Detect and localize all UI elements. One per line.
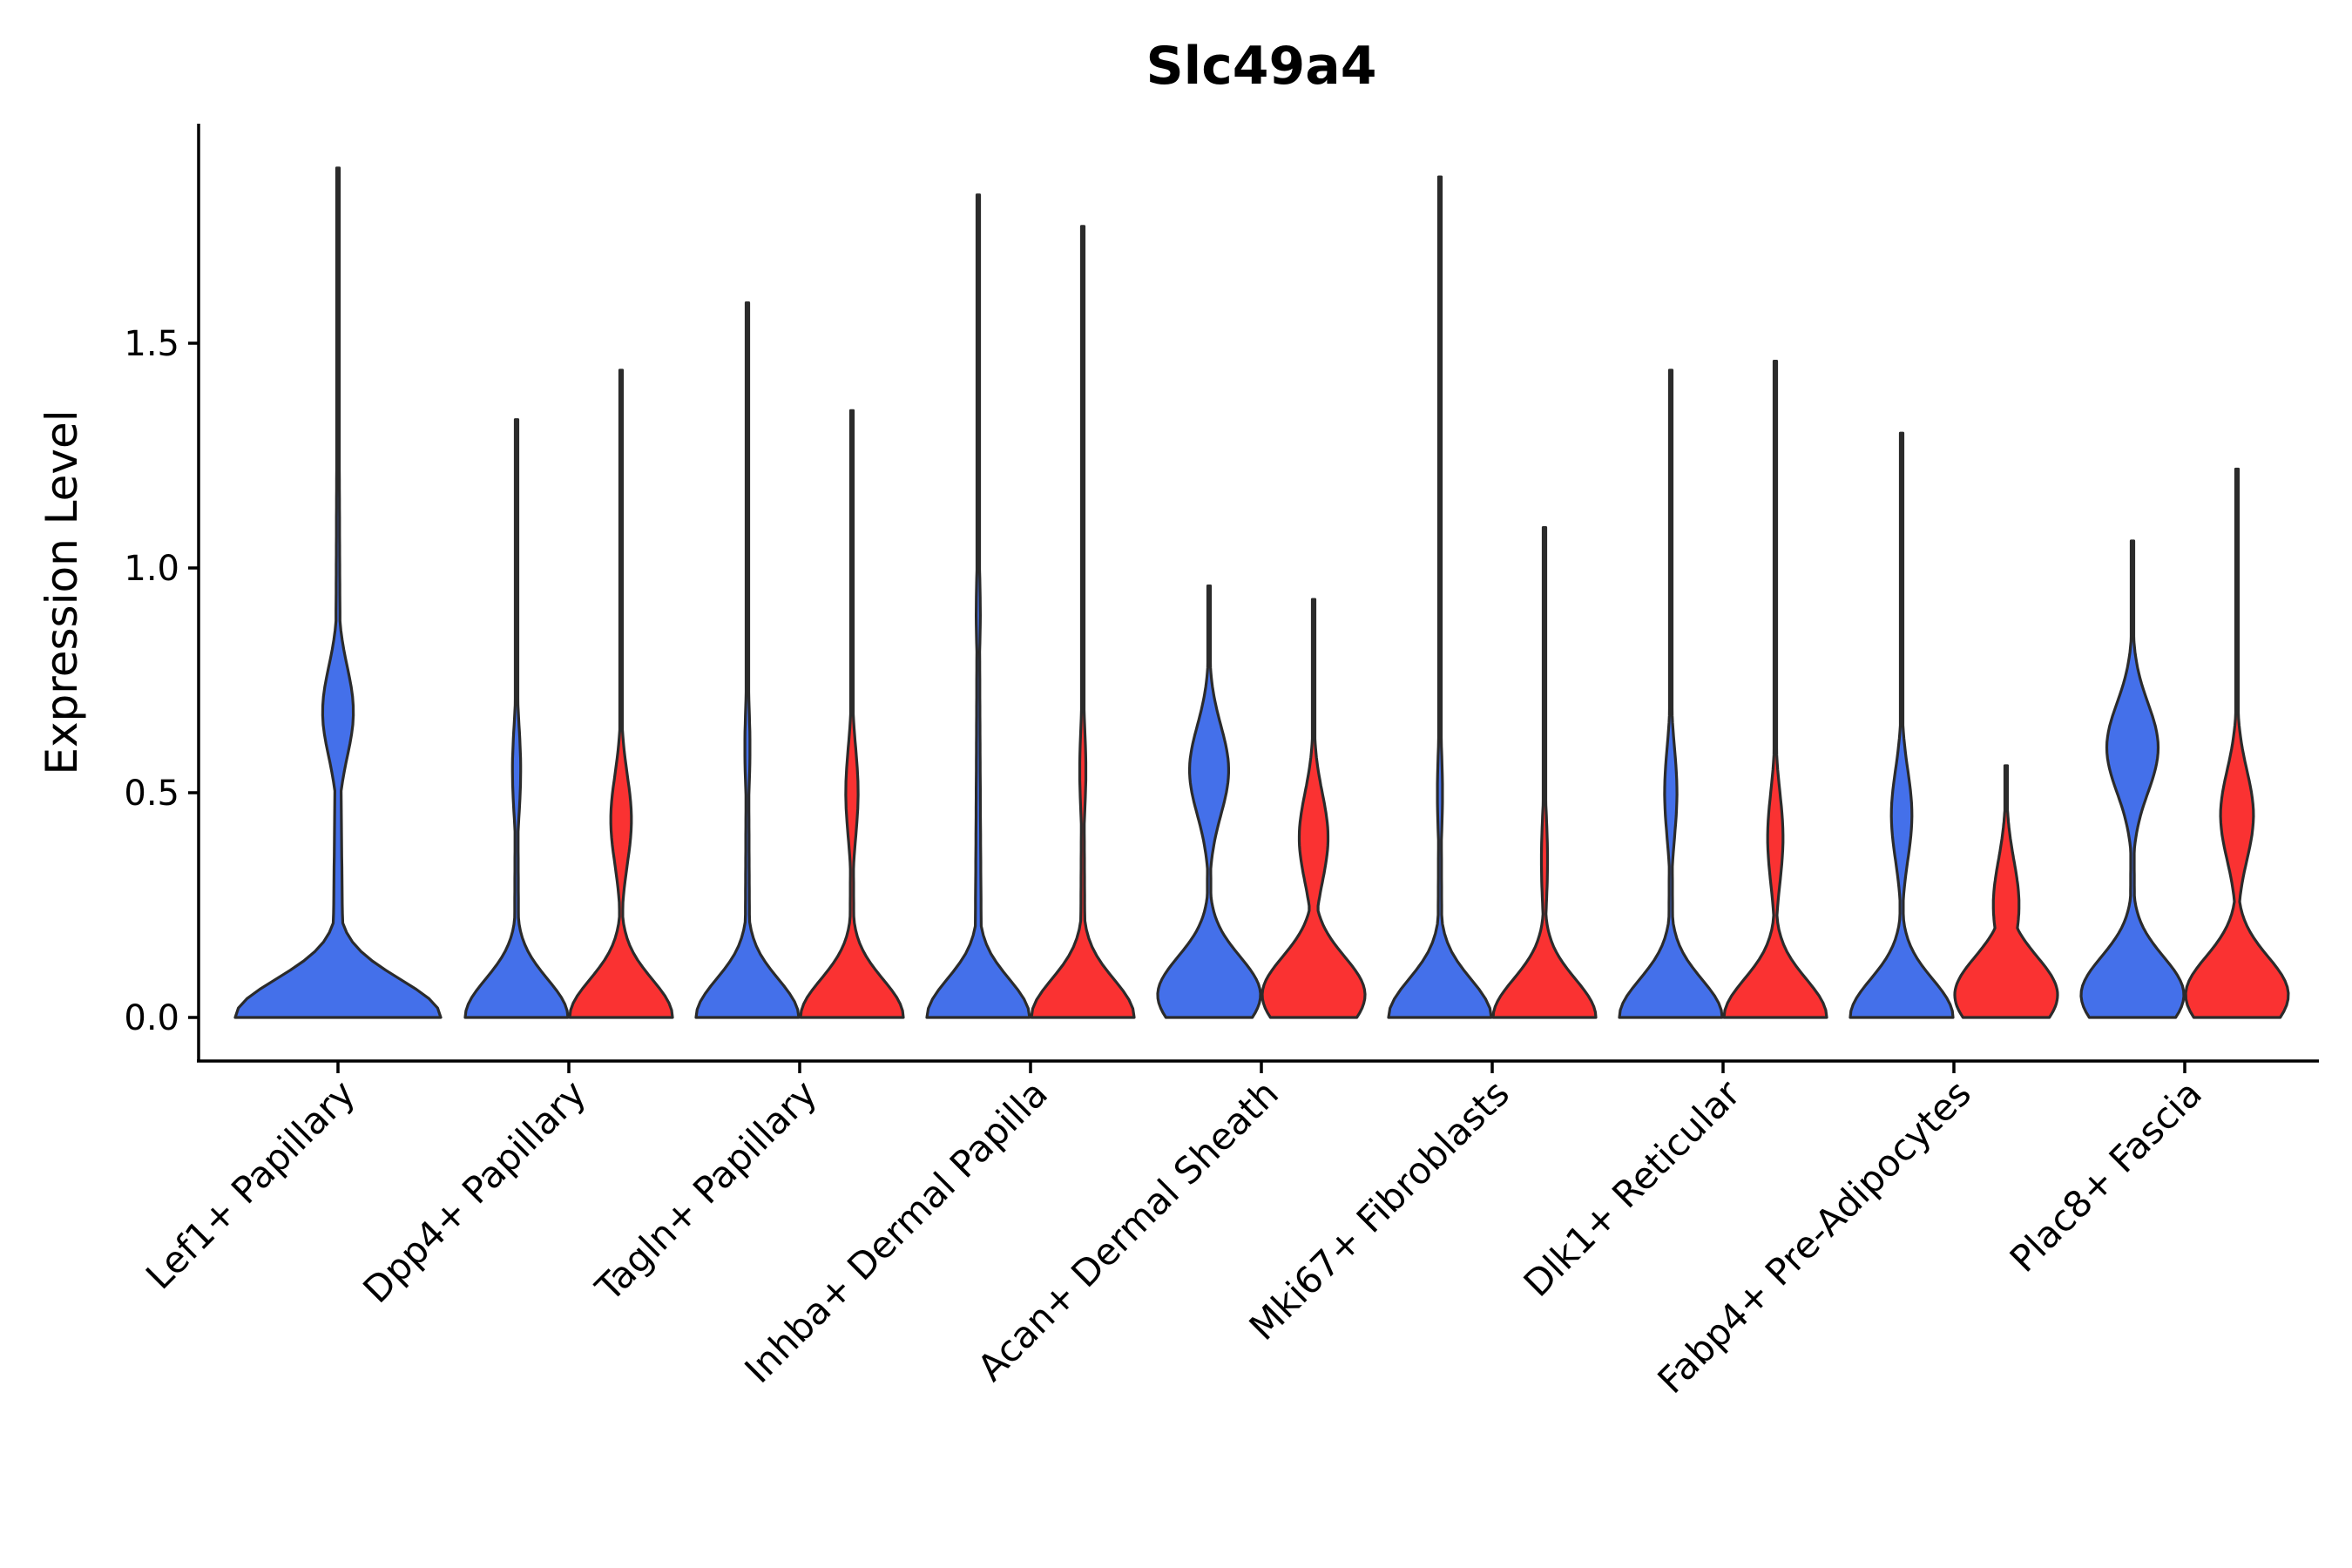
violin-group2-fabp4-pre-adipocytes — [1953, 764, 2059, 1019]
violin-group1-inhba-dermal-papilla — [925, 193, 1031, 1019]
violin-group1-lef1-papillary — [233, 166, 443, 1019]
violin-group1-plac8-fascia — [2079, 539, 2186, 1019]
x-tick-label: Dlk1+ Reticular — [1516, 1071, 1749, 1305]
chart-title: Slc49a4 — [1146, 36, 1376, 97]
violin-group1-fabp4-pre-adipocytes — [1848, 431, 1955, 1019]
violin-group2-mki67-fibroblasts — [1491, 526, 1598, 1019]
violin-group2-inhba-dermal-papilla — [1030, 225, 1136, 1019]
y-tick-label: 1.0 — [124, 549, 179, 589]
violin-group1-dlk1-reticular — [1618, 368, 1724, 1019]
y-axis-label: Expression Level — [37, 409, 87, 774]
violin-group1-dpp4-papillary — [463, 418, 570, 1019]
y-tick-label: 0.0 — [124, 998, 179, 1038]
violin-group2-tagln-papillary — [799, 409, 905, 1019]
violin-group2-plac8-fascia — [2184, 467, 2290, 1019]
x-tick-label: Lef1+ Papillary — [138, 1071, 363, 1297]
violin-group2-acan-dermal-sheath — [1260, 598, 1367, 1019]
x-tick-label: Plac8+ Fascia — [2002, 1071, 2210, 1280]
x-tick-label: Tagln+ Papillary — [587, 1071, 825, 1309]
violin-group2-dlk1-reticular — [1722, 360, 1828, 1019]
violin-group — [233, 166, 2290, 1019]
y-tick-label: 0.5 — [124, 774, 179, 814]
y-tick-label: 1.5 — [124, 324, 179, 364]
violin-group2-dpp4-papillary — [568, 368, 674, 1019]
x-tick-label: Mki67+ Fibroblasts — [1241, 1071, 1517, 1348]
violin-group1-acan-dermal-sheath — [1156, 585, 1262, 1019]
violin-group1-mki67-fibroblasts — [1387, 175, 1493, 1019]
violin-group1-tagln-papillary — [694, 301, 801, 1019]
x-tick-label: Dpp4+ Papillary — [355, 1071, 594, 1311]
y-axis-ticks: 0.0 0.5 1.0 1.5 — [124, 324, 199, 1038]
